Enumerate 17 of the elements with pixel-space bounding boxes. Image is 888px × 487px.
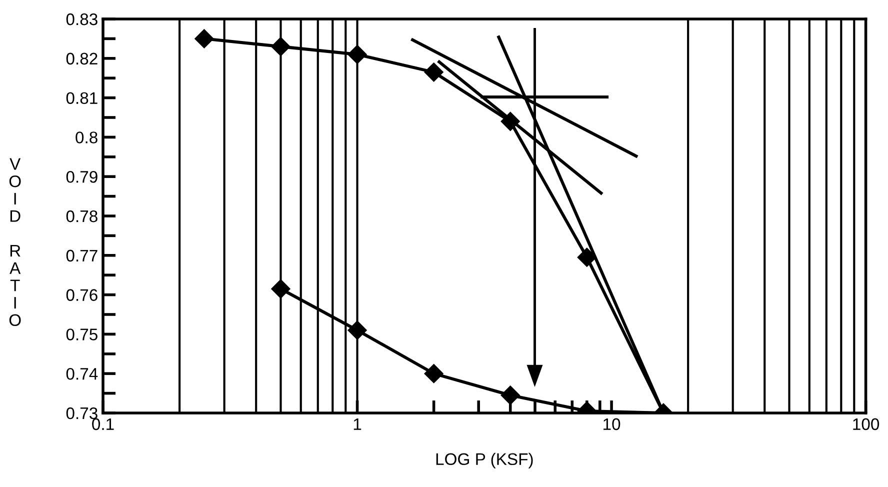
y-tick-label: 0.8: [76, 132, 98, 144]
y-tick-label: 0.82: [66, 52, 98, 65]
y-tick-label: 0.73: [66, 407, 98, 420]
y-tick-label: 0.75: [66, 328, 98, 340]
y-tick-label: 0.76: [66, 289, 98, 301]
y-tick-label: 0.78: [66, 210, 98, 222]
y-tick-label: 0.79: [66, 170, 98, 183]
x-tick-label: 100: [853, 418, 880, 430]
y-tick-label: 0.81: [66, 92, 98, 104]
y-tick-label: 0.83: [66, 13, 98, 26]
y-tick-label: 0.77: [66, 250, 98, 262]
x-tick-label: 1: [354, 418, 362, 430]
text: VOID RATIO: [9, 158, 21, 326]
y-tick-label: 0.74: [66, 368, 98, 380]
x-tick-label: 10: [604, 418, 620, 430]
x-axis-title: LOG P (KSF): [436, 452, 533, 468]
x-tick-label: 0.1: [92, 418, 114, 430]
